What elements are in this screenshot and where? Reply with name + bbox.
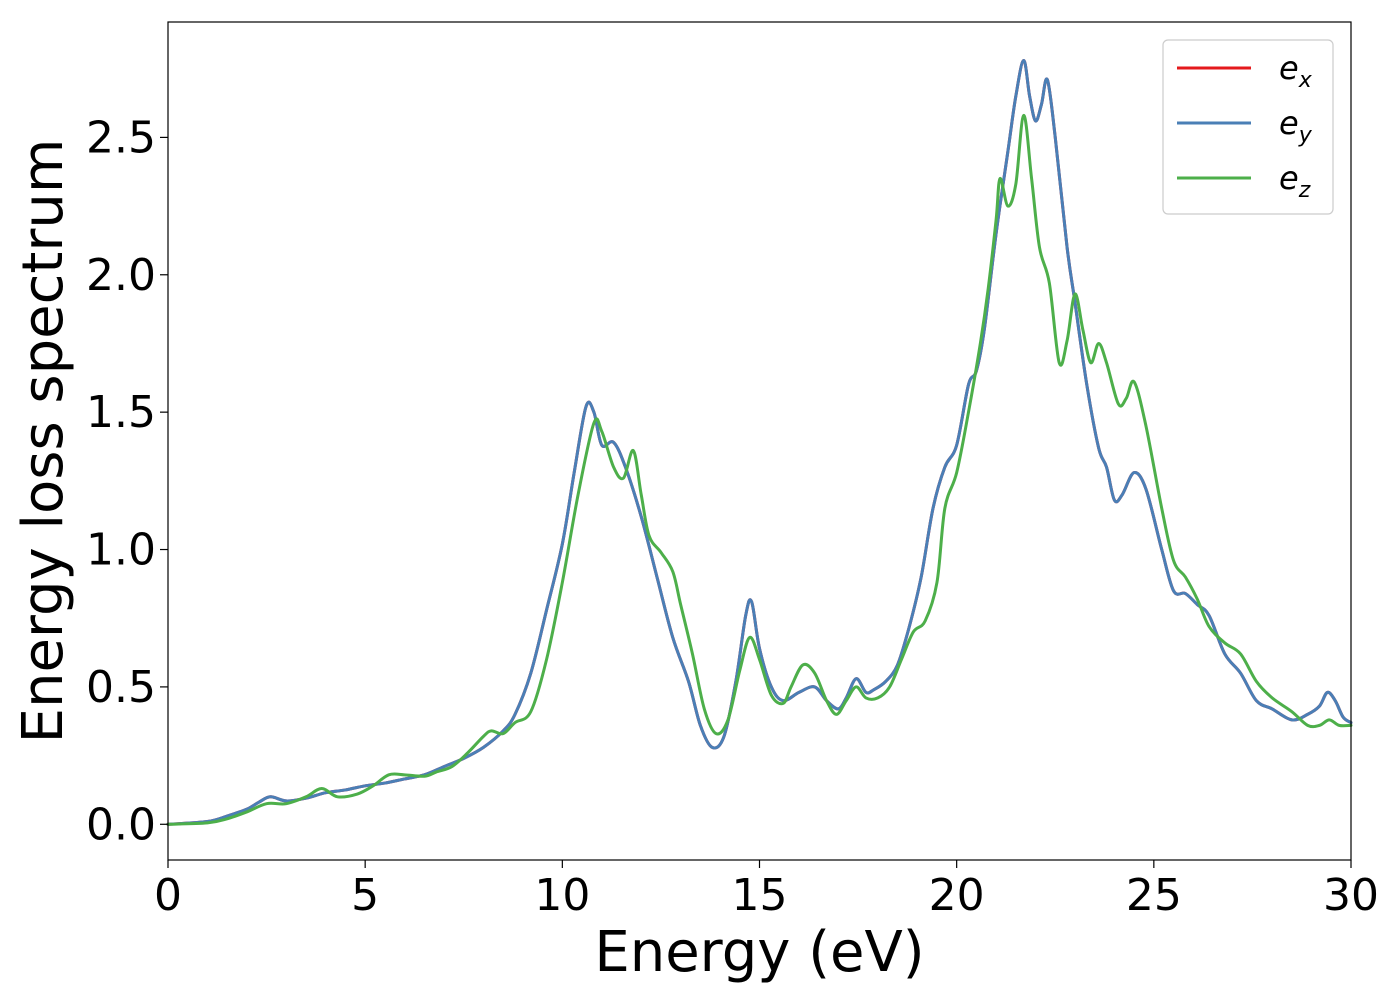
legend-box <box>1162 39 1334 215</box>
x-tick-label: 25 <box>1126 870 1182 921</box>
series-line-y <box>166 58 1353 826</box>
y-tick-label: 1.5 <box>86 387 156 438</box>
legend-label-z: ez <box>1279 159 1311 203</box>
y-axis-title: Energy loss spectrum <box>11 139 76 744</box>
x-tick-label: 30 <box>1323 870 1379 921</box>
x-tick-label: 5 <box>351 870 379 921</box>
series-line-z <box>166 113 1353 826</box>
x-tick-label: 10 <box>534 870 590 921</box>
x-tick-label: 20 <box>929 870 985 921</box>
x-tick-label: 15 <box>732 870 788 921</box>
plot-area <box>166 58 1353 826</box>
legend: ex ey ez <box>1162 39 1334 215</box>
y-tick-label: 1.0 <box>86 525 156 576</box>
legend-label-x: ex <box>1279 49 1313 93</box>
x-tick-label: 0 <box>154 870 182 921</box>
y-tick-label: 2.5 <box>86 112 156 163</box>
legend-label-y: ey <box>1279 104 1313 148</box>
y-tick-label: 2.0 <box>86 250 156 301</box>
x-axis: 0 5 10 15 20 25 30 <box>154 860 1379 921</box>
y-tick-label: 0.5 <box>86 662 156 713</box>
y-tick-label: 0.0 <box>86 799 156 850</box>
y-axis: 0.0 0.5 1.0 1.5 2.0 2.5 <box>86 112 168 850</box>
x-axis-title: Energy (eV) <box>594 920 924 985</box>
